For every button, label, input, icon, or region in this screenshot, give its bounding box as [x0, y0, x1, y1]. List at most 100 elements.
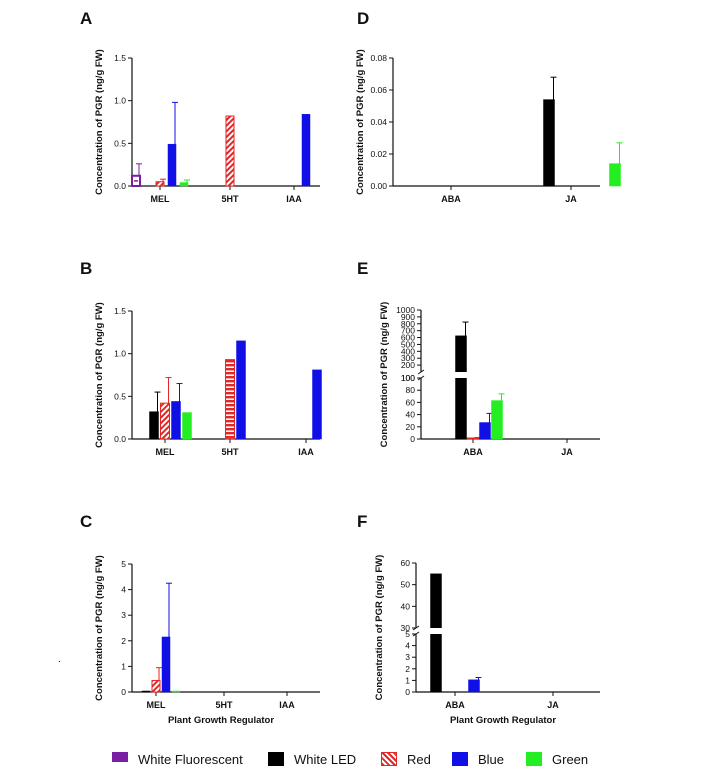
y-tick-label: 2	[405, 664, 410, 674]
y-tick-label: 200	[401, 360, 415, 370]
y-tick-label: 0.5	[114, 391, 126, 401]
legend-swatch	[112, 752, 128, 766]
y-tick-label: 300	[401, 353, 415, 363]
panel-letter: E	[357, 259, 368, 278]
x-tick-label: ABA	[445, 700, 465, 710]
legend-swatch	[381, 752, 397, 766]
bar-break-gap	[429, 628, 443, 634]
y-tick-label: 4	[121, 585, 126, 595]
bar-red	[151, 679, 161, 693]
bar-blue	[468, 679, 480, 693]
panel-c: C 0 1 2 3 4 5 Concentration of PGR (ng/g FW) MEL…	[80, 512, 320, 726]
y-tick-label: 4	[405, 641, 410, 651]
y-tick-label: 2	[121, 636, 126, 646]
y-tick-label: 400	[401, 346, 415, 356]
y-tick-label: 3	[121, 610, 126, 620]
y-tick-label: 1.5	[114, 306, 126, 316]
bar-green	[491, 400, 503, 440]
legend-item-blue: Blue	[452, 748, 504, 770]
x-tick-label: 5HT	[221, 447, 239, 457]
legend-label: White Fluorescent	[138, 751, 243, 767]
panel-d: D 0.00 0.02 0.04 0.06 0.08 Concentration of PG…	[355, 9, 623, 204]
y-tick-label: 60	[401, 558, 411, 568]
x-tick-label: JA	[547, 700, 559, 710]
x-tick-label: IAA	[286, 194, 302, 204]
x-tick-label: MEL	[156, 447, 176, 457]
legend-label: Blue	[478, 751, 505, 767]
bar-white-led	[149, 411, 159, 440]
x-tick-label: JA	[565, 194, 577, 204]
y-tick-label: 0.5	[114, 138, 126, 148]
y-tick-label: 5	[121, 559, 126, 569]
y-tick-label: 20	[406, 422, 416, 432]
y-tick-label: 0.00	[370, 181, 387, 191]
legend-label: Red	[407, 751, 431, 767]
y-tick-label: 1	[405, 675, 410, 685]
y-tick-label: 40	[406, 410, 416, 420]
legend-item-white-led: White LED	[268, 748, 356, 770]
bar-blue	[236, 340, 246, 440]
y-tick-label: 0	[405, 687, 410, 697]
panel-letter: A	[80, 9, 92, 28]
y-tick-label: 1.0	[114, 96, 126, 106]
bar-blue	[161, 636, 171, 693]
bar-red	[155, 181, 165, 187]
y-tick-label: 0.0	[114, 434, 126, 444]
bar-blue	[479, 422, 491, 440]
y-tick-label: 0.08	[370, 53, 387, 63]
y-tick-label: 0.04	[370, 117, 387, 127]
y-tick-label: 1.0	[114, 349, 126, 359]
x-tick-label: IAA	[279, 700, 295, 710]
legend: White Fluorescent White LED Red Blue Green	[0, 748, 715, 770]
y-tick-label: 900	[401, 312, 415, 322]
y-tick-label: 0.02	[370, 149, 387, 159]
legend-item-green: Green	[526, 748, 588, 770]
bar-blue	[312, 369, 322, 440]
stray-mark: .	[58, 654, 61, 665]
y-tick-label: 500	[401, 339, 415, 349]
panel-letter: C	[80, 512, 92, 531]
bar-blue	[171, 401, 181, 440]
bar-white-led	[141, 690, 151, 693]
bar-blue	[301, 114, 311, 187]
panel-f: F 0 12 34 530 40 50 60 Concentration of PGR (ng/…	[357, 512, 600, 726]
legend-item-red: Red	[381, 748, 431, 770]
y-axis-label: Concentration of PGR (ng/g FW)	[374, 555, 385, 701]
x-axis-label: Plant Growth Regulator	[450, 715, 556, 726]
y-axis-label: Concentration of PGR (ng/g FW)	[94, 302, 105, 448]
bar-green	[182, 412, 192, 440]
y-tick-label: 700	[401, 326, 415, 336]
x-tick-label: MEL	[147, 700, 167, 710]
x-tick-label: ABA	[463, 447, 483, 457]
y-tick-label: 100	[401, 373, 415, 383]
legend-swatch	[452, 752, 468, 766]
legend-label: Green	[552, 751, 589, 767]
y-tick-label: 40	[401, 601, 411, 611]
x-tick-label: MEL	[151, 194, 171, 204]
y-tick-label: 80	[406, 385, 416, 395]
y-tick-label: 800	[401, 319, 415, 329]
bar-red	[225, 115, 235, 187]
panel-b: B 0.0 0.5 1.0 1.5 Concentration of PGR (ng/g …	[80, 259, 322, 457]
y-tick-label: 30	[401, 623, 411, 633]
bar-white-led	[455, 335, 467, 440]
x-tick-label: JA	[561, 447, 573, 457]
y-tick-label: 0	[121, 687, 126, 697]
y-axis-label: Concentration of PGR (ng/g FW)	[379, 302, 390, 448]
y-axis-label: Concentration of PGR (ng/g FW)	[355, 49, 366, 195]
panel-e: E020406080100100200300400500600700800900…	[357, 259, 600, 457]
bar-blue	[167, 143, 177, 187]
y-tick-label: 1.5	[114, 53, 126, 63]
panel-a: A 0.0 0.5 1.0 1.5 Concentration of PGR (ng/g …	[80, 9, 320, 204]
y-tick-label: 600	[401, 333, 415, 343]
axis-break-mark	[417, 369, 425, 375]
y-tick-label: 0.0	[114, 181, 126, 191]
bar-red	[160, 402, 170, 440]
bar-green	[609, 163, 621, 187]
bar-white-led	[543, 99, 555, 187]
x-tick-label: IAA	[298, 447, 314, 457]
y-tick-label: 1	[121, 661, 126, 671]
bar-break-gap	[454, 372, 468, 378]
y-tick-label: 1000	[396, 305, 415, 315]
panel-letter: B	[80, 259, 92, 278]
